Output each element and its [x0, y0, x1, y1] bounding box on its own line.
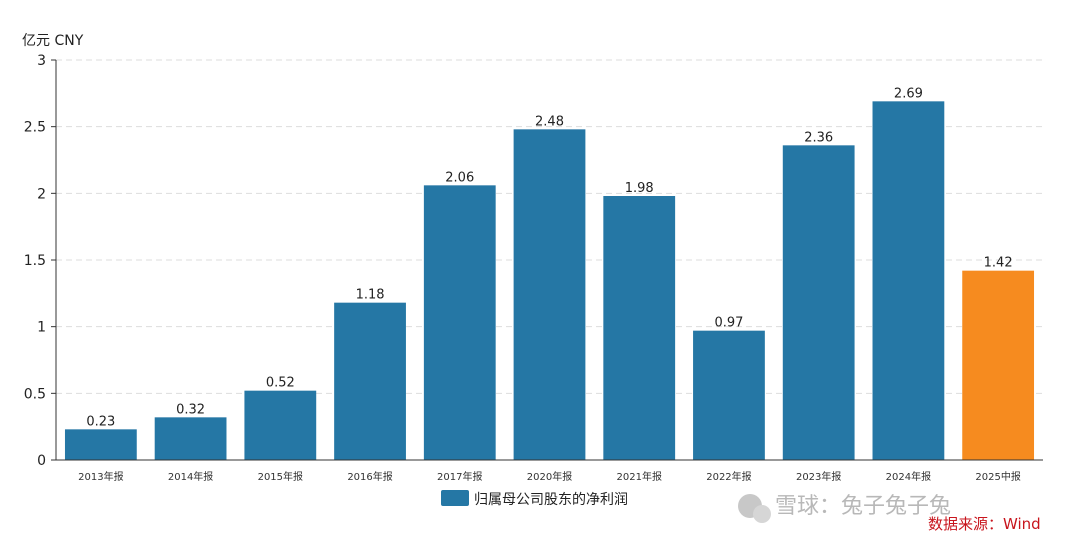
y-tick-label: 1.5 [24, 253, 46, 269]
data-label: 0.52 [266, 376, 295, 391]
bar [154, 417, 227, 460]
y-tick-label: 2.5 [24, 120, 46, 136]
bar [64, 429, 137, 460]
y-tick-label: 1 [37, 320, 46, 336]
bar [513, 129, 586, 461]
x-tick-label: 2020年报 [527, 470, 572, 483]
data-label: 1.18 [356, 288, 385, 303]
data-label: 0.32 [176, 402, 205, 417]
bar [244, 390, 317, 460]
y-axis-ticks: 0 0.5 1 1.5 2 2.5 3 [24, 53, 56, 469]
data-label: 1.98 [625, 181, 654, 196]
x-tick-label: 2025中报 [975, 470, 1020, 483]
wechat-icon-small [753, 505, 771, 523]
x-tick-label: 2023年报 [796, 470, 841, 483]
bar [782, 145, 855, 461]
y-tick-label: 0 [37, 453, 46, 469]
data-label: 1.42 [984, 256, 1013, 271]
y-tick-label: 2 [37, 186, 46, 202]
x-tick-label: 2022年报 [706, 470, 751, 483]
bar [423, 185, 496, 461]
x-tick-label: 2015年报 [258, 470, 303, 483]
x-tick-label: 2013年报 [78, 470, 123, 483]
data-labels: 0.23 0.32 0.52 1.18 2.06 2.48 1.98 0.97 2.36 2.69… [86, 86, 1012, 429]
data-label: 0.23 [86, 414, 115, 429]
y-tick-label: 0.5 [24, 386, 46, 402]
x-tick-label: 2014年报 [168, 470, 213, 483]
x-tick-label: 2017年报 [437, 470, 482, 483]
data-label: 2.48 [535, 114, 564, 129]
legend: 归属母公司股东的净利润 [441, 490, 628, 508]
x-tick-label: 2024年报 [886, 470, 931, 483]
x-axis-ticks: 2013年报 2014年报 2015年报 2016年报 2017年报 2020年报 2021… [78, 470, 1021, 483]
watermark: 雪球：兔子兔子兔 [738, 494, 951, 523]
bar [603, 196, 676, 460]
data-source-label: 数据来源：Wind [928, 515, 1041, 533]
data-label: 2.36 [804, 130, 833, 145]
bar [693, 330, 765, 460]
bars [64, 101, 1035, 461]
legend-label: 归属母公司股东的净利润 [474, 491, 628, 508]
x-tick-label: 2021年报 [617, 470, 662, 483]
bar [962, 270, 1035, 460]
watermark-text: 雪球：兔子兔子兔 [775, 494, 951, 519]
data-label: 2.69 [894, 86, 923, 101]
legend-swatch [441, 490, 469, 506]
bar [334, 302, 406, 460]
y-unit-label: 亿元 CNY [22, 33, 84, 49]
y-tick-label: 3 [37, 53, 46, 69]
bar [872, 101, 945, 460]
x-tick-label: 2016年报 [347, 470, 392, 483]
data-label: 0.97 [714, 316, 743, 331]
data-label: 2.06 [445, 170, 474, 185]
